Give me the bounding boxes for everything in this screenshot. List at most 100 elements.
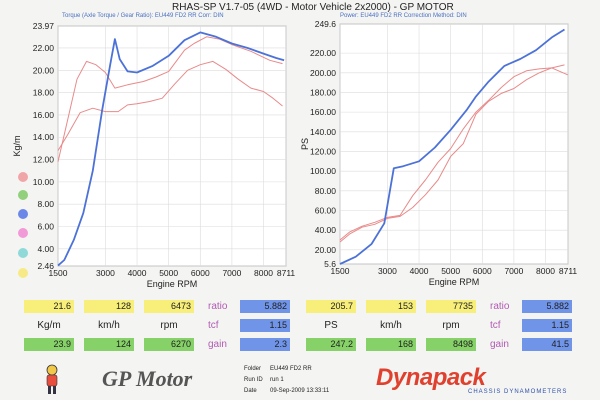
right-gain-value: 41.5 xyxy=(522,338,572,351)
left-ratio-value: 5.882 xyxy=(240,300,290,313)
date-value: 09-Sep-2009 13:33:11 xyxy=(270,388,330,394)
right-unit-power: PS xyxy=(324,320,338,331)
power-y-tick-label: 180.00 xyxy=(310,87,336,97)
right-unit-speed: km/h xyxy=(380,320,402,331)
dynapack-tagline: CHASSIS DYNAMOMETERS xyxy=(468,389,568,395)
torque-x-tick-label: 7000 xyxy=(222,268,241,278)
power-x-tick-label: 8711 xyxy=(559,266,578,276)
left-unit-speed: km/h xyxy=(98,320,120,331)
torque-y-tick-label: 23.97 xyxy=(33,21,55,31)
power-x-tick-label: 8000 xyxy=(536,266,555,276)
left-unit-torque: Kg/m xyxy=(37,320,61,331)
right-ref-power: 247.2 xyxy=(306,338,356,351)
torque-x-tick-label: 8711 xyxy=(277,268,296,278)
run-id-value: run 1 xyxy=(270,377,284,383)
torque-x-tick-label: 3000 xyxy=(96,268,115,278)
legend-dot-6[interactable] xyxy=(18,268,28,278)
right-tcf-value: 1.15 xyxy=(522,319,572,332)
date-label: Date xyxy=(244,388,257,394)
power-y-tick-label: 140.00 xyxy=(310,127,336,137)
power-x-tick-label: 7000 xyxy=(504,266,523,276)
torque-series-line xyxy=(57,36,283,162)
right-ref-rpm: 8498 xyxy=(426,338,476,351)
right-peak-speed: 153 xyxy=(366,300,416,313)
torque-x-tick-label: 6000 xyxy=(191,268,210,278)
left-ratio-label: ratio xyxy=(208,301,228,312)
power-y-tick-label: 40.00 xyxy=(315,225,337,235)
right-gain-label: gain xyxy=(490,339,509,350)
report-title: RHAS-SP V1.7-05 (4WD - Motor Vehicle 2x2… xyxy=(172,2,454,13)
power-y-tick-label: 120.00 xyxy=(310,146,336,156)
power-y-tick-label: 5.6 xyxy=(324,259,336,269)
power-chart: 1500 3000 4000 5000 6000 7000 8000 8711 5.6 20.00… xyxy=(300,19,578,287)
power-series-line xyxy=(339,64,565,243)
right-ref-speed: 168 xyxy=(366,338,416,351)
torque-y-tick-label: 2.46 xyxy=(37,261,54,271)
power-y-axis-label: PS xyxy=(300,138,310,150)
left-ref-speed: 124 xyxy=(84,338,134,351)
torque-series-line xyxy=(57,60,283,151)
power-y-tick-label: 20.00 xyxy=(315,245,337,255)
left-tcf-value: 1.15 xyxy=(240,319,290,332)
left-peak-rpm: 6473 xyxy=(144,300,194,313)
power-y-tick-label: 200.00 xyxy=(310,68,336,78)
left-unit-rpm: rpm xyxy=(160,320,178,331)
torque-y-tick-label: 10.00 xyxy=(33,177,55,187)
power-y-tick-label: 60.00 xyxy=(315,205,337,215)
torque-series-line xyxy=(57,31,285,267)
legend-dot-5[interactable] xyxy=(18,248,28,258)
torque-x-axis-label: Engine RPM xyxy=(147,279,198,289)
legend-dot-4[interactable] xyxy=(18,228,28,238)
folder-label: Folder xyxy=(244,366,262,372)
power-x-tick-label: 3000 xyxy=(378,266,397,276)
torque-y-tick-label: 22.00 xyxy=(33,43,55,53)
run-id-label: Run ID xyxy=(244,377,263,383)
power-x-axis-label: Engine RPM xyxy=(429,277,480,287)
left-peak-torque: 21.6 xyxy=(24,300,74,313)
torque-x-tick-label: 1500 xyxy=(49,268,68,278)
left-peak-speed: 128 xyxy=(84,300,134,313)
torque-y-tick-label: 4.00 xyxy=(37,244,54,254)
torque-y-axis-label: Kg/m xyxy=(12,135,22,156)
left-gain-value: 2.3 xyxy=(240,338,290,351)
power-y-tick-label: 249.6 xyxy=(315,19,337,29)
left-ref-rpm: 6270 xyxy=(144,338,194,351)
power-series-line xyxy=(339,28,565,265)
torque-x-tick-label: 8000 xyxy=(254,268,273,278)
right-chart-subtitle: Power: EU449 FD2 RR Correction Method: D… xyxy=(340,13,467,19)
power-x-tick-label: 1500 xyxy=(331,266,350,276)
folder-value: EU449 FD2 RR xyxy=(270,366,312,372)
torque-x-tick-label: 4000 xyxy=(128,268,147,278)
right-ratio-value: 5.882 xyxy=(522,300,572,313)
left-tcf-label: tcf xyxy=(208,320,219,331)
torque-chart: 1500 3000 4000 5000 6000 7000 8000 8711 2.46 4.00… xyxy=(12,21,296,289)
torque-y-tick-label: 16.00 xyxy=(33,110,55,120)
right-peak-rpm: 7735 xyxy=(426,300,476,313)
power-series-line xyxy=(339,67,568,241)
torque-y-tick-label: 8.00 xyxy=(37,199,54,209)
torque-y-tick-label: 12.00 xyxy=(33,155,55,165)
right-tcf-label: tcf xyxy=(490,320,501,331)
mascot-figure xyxy=(44,364,60,396)
power-y-tick-label: 80.00 xyxy=(315,186,337,196)
left-ref-torque: 23.9 xyxy=(24,338,74,351)
left-gain-label: gain xyxy=(208,339,227,350)
gp-motor-logo: GP Motor xyxy=(102,366,193,391)
power-x-tick-label: 5000 xyxy=(441,266,460,276)
power-y-tick-label: 220.00 xyxy=(310,48,336,58)
legend-dot-3[interactable] xyxy=(18,209,28,219)
torque-x-tick-label: 5000 xyxy=(159,268,178,278)
legend-dot-2[interactable] xyxy=(18,190,28,200)
torque-y-tick-label: 14.00 xyxy=(33,132,55,142)
torque-y-tick-label: 6.00 xyxy=(37,222,54,232)
power-x-tick-label: 4000 xyxy=(410,266,429,276)
legend-dot-1[interactable] xyxy=(18,172,28,182)
torque-y-tick-label: 18.00 xyxy=(33,88,55,98)
torque-y-tick-label: 20.00 xyxy=(33,65,55,75)
power-y-tick-label: 100.00 xyxy=(310,166,336,176)
power-x-tick-label: 6000 xyxy=(473,266,492,276)
right-ratio-label: ratio xyxy=(490,301,510,312)
power-y-tick-label: 160.00 xyxy=(310,107,336,117)
right-unit-rpm: rpm xyxy=(442,320,460,331)
